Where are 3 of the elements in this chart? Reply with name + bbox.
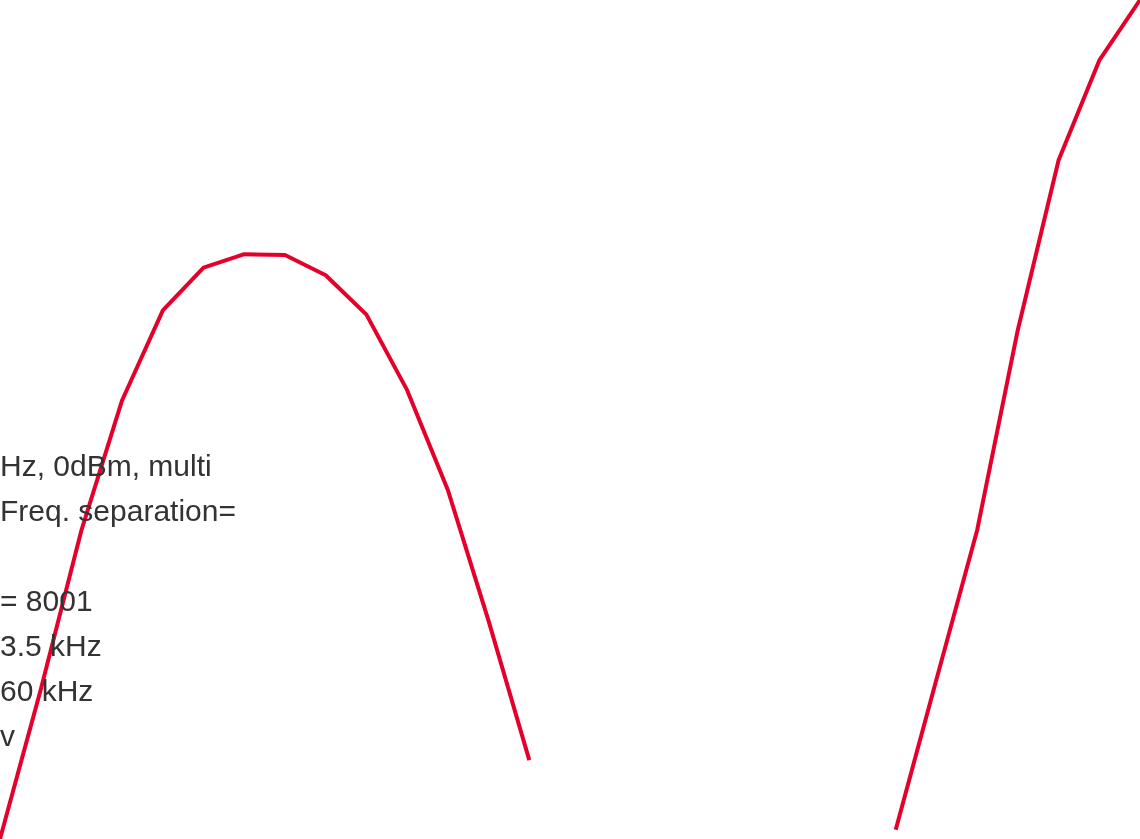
- annotation: v: [0, 718, 16, 754]
- annotation: 60 kHz: [0, 673, 95, 709]
- annotation: 3.5 kHz: [0, 628, 103, 664]
